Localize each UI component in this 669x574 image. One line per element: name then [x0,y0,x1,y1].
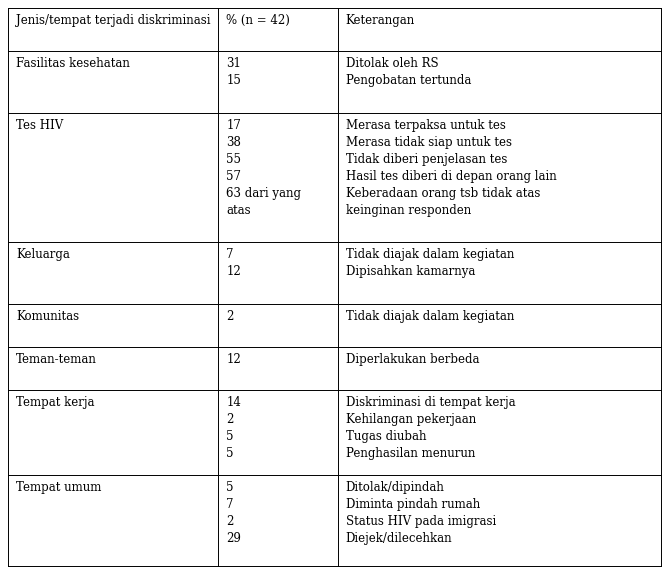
Text: Keterangan: Keterangan [346,14,415,27]
Text: 31
15: 31 15 [226,57,241,87]
Text: 17
38
55
57
63 dari yang
atas: 17 38 55 57 63 dari yang atas [226,119,301,218]
Text: Tidak diajak dalam kegiatan: Tidak diajak dalam kegiatan [346,310,514,323]
Text: Ditolak/dipindah
Diminta pindah rumah
Status HIV pada imigrasi
Diejek/dilecehkan: Ditolak/dipindah Diminta pindah rumah St… [346,481,496,545]
Text: Tempat kerja: Tempat kerja [16,396,94,409]
Text: Jenis/tempat terjadi diskriminasi: Jenis/tempat terjadi diskriminasi [16,14,211,27]
Text: % (n = 42): % (n = 42) [226,14,290,27]
Text: Tidak diajak dalam kegiatan
Dipisahkan kamarnya: Tidak diajak dalam kegiatan Dipisahkan k… [346,247,514,278]
Text: Keluarga: Keluarga [16,247,70,261]
Text: Teman-teman: Teman-teman [16,353,97,366]
Text: Tes HIV: Tes HIV [16,119,64,133]
Text: 2: 2 [226,310,233,323]
Text: Merasa terpaksa untuk tes
Merasa tidak siap untuk tes
Tidak diberi penjelasan te: Merasa terpaksa untuk tes Merasa tidak s… [346,119,557,218]
Text: Fasilitas kesehatan: Fasilitas kesehatan [16,57,130,70]
Text: 5
7
2
29: 5 7 2 29 [226,481,241,545]
Text: 12: 12 [226,353,241,366]
Text: 7
12: 7 12 [226,247,241,278]
Text: Tempat umum: Tempat umum [16,481,102,494]
Text: Komunitas: Komunitas [16,310,79,323]
Text: Diperlakukan berbeda: Diperlakukan berbeda [346,353,479,366]
Text: 14
2
5
5: 14 2 5 5 [226,396,241,460]
Text: Ditolak oleh RS
Pengobatan tertunda: Ditolak oleh RS Pengobatan tertunda [346,57,471,87]
Text: Diskriminasi di tempat kerja
Kehilangan pekerjaan
Tugas diubah
Penghasilan menur: Diskriminasi di tempat kerja Kehilangan … [346,396,515,460]
